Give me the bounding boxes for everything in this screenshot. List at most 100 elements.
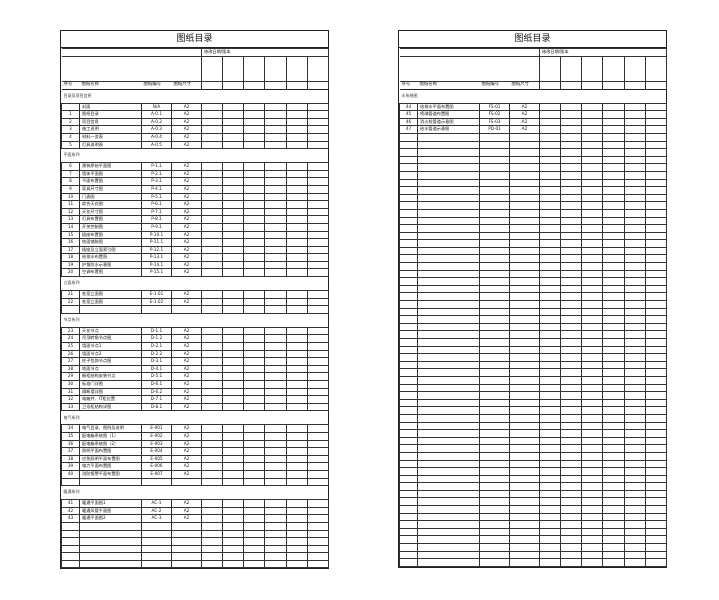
size-cell: A2 (171, 326, 202, 336)
revision-header: 修改日期/版本 (200, 48, 330, 57)
revision-cell (243, 245, 265, 255)
revision-cell (264, 439, 287, 449)
revision-cell (624, 117, 646, 127)
blank-cell (624, 413, 646, 423)
blank-row (399, 239, 668, 248)
blank-row (399, 406, 668, 415)
table-row: 16 地面铺装图 P-11.1 A2 (61, 238, 330, 247)
revision-cell (264, 514, 287, 523)
blank-row (399, 505, 668, 514)
blank-cell (624, 543, 646, 552)
blank-cell (479, 132, 510, 142)
blank-cell (417, 239, 480, 248)
blank-cell (560, 451, 582, 461)
blank-cell (560, 391, 582, 400)
revision-cell (201, 454, 223, 464)
code-cell: N/A (141, 102, 172, 112)
table-row: 43 暖通平面图2 AC-3 A2 (61, 514, 330, 523)
blank-cell (644, 246, 668, 256)
size-cell: A2 (171, 215, 202, 224)
blank-cell (560, 527, 582, 537)
blank-row (399, 345, 668, 355)
table-row: 45 喷淋管道布置图 FS-02 A2 (399, 110, 668, 119)
blank-cell (399, 505, 418, 514)
blank-cell (624, 436, 646, 446)
blank-cell (602, 436, 625, 446)
blank-cell (509, 459, 540, 469)
header-seq: 序号 (399, 80, 418, 90)
blank-cell (539, 474, 561, 484)
code-cell: D-1.2 (141, 334, 172, 344)
revision-cell (243, 169, 265, 179)
name-cell: 地面节点 (79, 364, 142, 374)
blank-cell (581, 322, 603, 332)
blank-cell (399, 375, 418, 385)
revision-cell (286, 192, 308, 202)
blank-cell (509, 512, 540, 522)
blank-cell (602, 322, 625, 332)
revision-cell (201, 200, 223, 209)
revision-cell (222, 215, 244, 224)
revision-cell (306, 140, 330, 150)
size-cell: A2 (171, 200, 202, 209)
table-row: 26 墙面节点2 D-2.2 A2 (61, 349, 330, 359)
revision-cell (222, 125, 244, 134)
blank-row (399, 246, 668, 256)
blank-cell (399, 224, 418, 233)
revision-cell (243, 447, 265, 456)
revision-cell (560, 125, 582, 134)
blank-cell (399, 383, 418, 393)
blank-cell (479, 474, 510, 484)
blank-row (399, 178, 668, 188)
revision-cell (243, 326, 265, 336)
blank-cell (581, 391, 603, 400)
seq-cell: 9 (61, 184, 80, 194)
blank-cell (399, 155, 418, 165)
revision-cell (201, 364, 223, 374)
code-cell: D-8.1 (141, 402, 172, 412)
revision-cell (264, 140, 287, 150)
blank-cell (624, 467, 646, 476)
blank-cell (417, 543, 480, 552)
blank-cell (479, 224, 510, 233)
blank-row (399, 163, 668, 172)
blank-cell (560, 178, 582, 188)
blank-cell (417, 224, 480, 233)
seq-cell: 16 (61, 238, 80, 247)
blank-cell (201, 537, 223, 546)
blank-cell (399, 535, 418, 545)
blank-cell (286, 477, 308, 487)
blank-cell (581, 269, 603, 279)
blank-cell (306, 559, 330, 569)
blank-row (399, 512, 668, 522)
blank-cell (624, 246, 646, 256)
size-cell: A2 (171, 192, 202, 202)
revision-cell (243, 253, 265, 262)
blank-cell (581, 231, 603, 241)
blank-cell (581, 262, 603, 271)
blank-row (399, 429, 668, 438)
blank-cell (479, 527, 510, 537)
blank-cell (644, 558, 668, 567)
blank-cell (602, 262, 625, 271)
name-cell: 空调布置图 (79, 268, 142, 278)
blank-cell (539, 330, 561, 339)
revision-cell (222, 140, 244, 150)
blank-cell (581, 132, 603, 142)
code-cell: P-4.1 (141, 184, 172, 194)
code-cell: P-3.1 (141, 177, 172, 186)
table-row: 30 标准门详图 D-6.1 A2 (61, 380, 330, 389)
revision-cell (201, 499, 223, 508)
seq-cell: 22 (61, 297, 80, 307)
blank-cell (399, 216, 418, 226)
code-cell: A-0.5 (141, 140, 172, 150)
blank-cell (624, 330, 646, 339)
blank-cell (624, 277, 646, 286)
code-cell: FS-02 (479, 110, 510, 119)
section-row: 立面系列 (61, 276, 329, 292)
code-cell: P-9.1 (141, 222, 172, 232)
blank-cell (581, 300, 603, 309)
revision-cell (560, 80, 582, 90)
blank-cell (624, 224, 646, 233)
revision-cell (264, 110, 287, 119)
